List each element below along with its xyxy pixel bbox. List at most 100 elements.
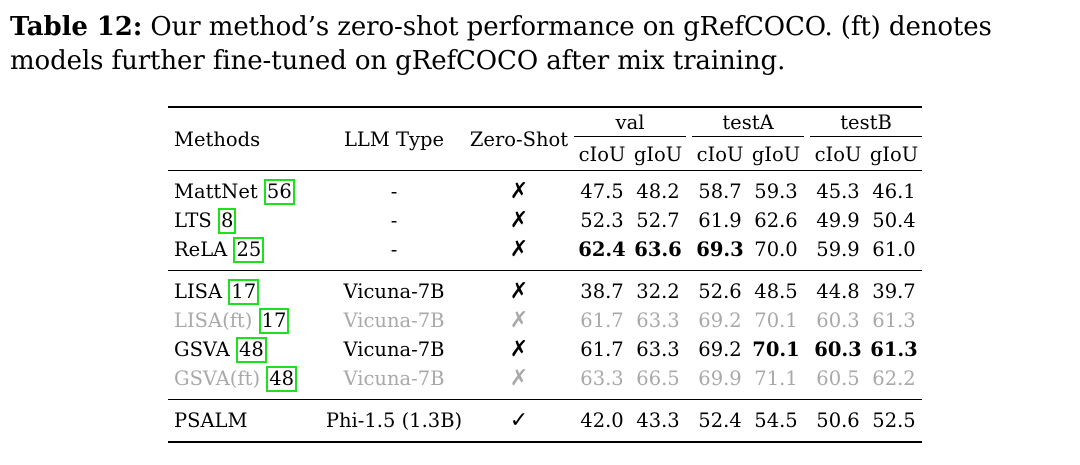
- value-cell: 60.3: [816, 309, 860, 332]
- value-cell: 71.1: [754, 367, 798, 390]
- table-row: PSALM Phi-1.5 (1.3B) ✓ 42.0 43.3 52.4 54…: [168, 406, 922, 435]
- value-cell: 52.7: [636, 209, 680, 232]
- llm-cell: Vicuna-7B: [343, 309, 445, 332]
- value-cell: 52.4: [698, 409, 742, 432]
- table-row: LTS 8 - ✗ 52.3 52.7 61.9 62.6 49.9 50.4: [168, 206, 922, 235]
- header-group-testa: testA: [686, 108, 804, 139]
- citation-link[interactable]: 25: [233, 236, 265, 263]
- table-row: LISA(ft) 17 Vicuna-7B ✗ 61.7 63.3 69.2 7…: [168, 306, 922, 335]
- value-cell: 70.1: [754, 309, 798, 332]
- value-cell: 69.9: [698, 367, 742, 390]
- value-cell: 39.7: [872, 280, 916, 303]
- value-cell: 70.0: [754, 238, 798, 261]
- header-group-testb: testB: [804, 108, 922, 139]
- value-cell: 66.5: [636, 367, 680, 390]
- zero-shot-cross-icon: ✗: [509, 308, 529, 333]
- value-cell: 63.6: [634, 238, 682, 261]
- llm-cell: -: [390, 238, 398, 261]
- value-cell: 62.4: [578, 238, 626, 261]
- results-table: Methods LLM Type Zero-Shot val testA tes…: [168, 106, 922, 444]
- value-cell: 63.3: [636, 309, 680, 332]
- value-cell: 69.3: [696, 238, 744, 261]
- llm-cell: Phi-1.5 (1.3B): [325, 409, 463, 432]
- value-cell: 38.7: [580, 280, 624, 303]
- value-cell: 61.9: [698, 209, 742, 232]
- value-cell: 63.3: [580, 367, 624, 390]
- value-cell: 62.6: [754, 209, 798, 232]
- value-cell: 45.3: [816, 180, 860, 203]
- value-cell: 52.6: [698, 280, 742, 303]
- caption-label: Table 12:: [10, 12, 143, 42]
- zero-shot-cross-icon: ✗: [509, 208, 529, 233]
- value-cell: 59.3: [754, 180, 798, 203]
- value-cell: 50.4: [872, 209, 916, 232]
- llm-cell: Vicuna-7B: [343, 367, 445, 390]
- header-group-val: val: [574, 108, 686, 139]
- value-cell: 69.2: [698, 338, 742, 361]
- zero-shot-cross-icon: ✗: [509, 337, 529, 362]
- value-cell: 49.9: [816, 209, 860, 232]
- value-cell: 60.5: [816, 367, 860, 390]
- zero-shot-cross-icon: ✗: [509, 279, 529, 304]
- method-cell: LISA(ft) 17: [168, 306, 324, 335]
- value-cell: 70.1: [752, 338, 800, 361]
- value-cell: 61.3: [872, 309, 916, 332]
- table-row: GSVA(ft) 48 Vicuna-7B ✗ 63.3 66.5 69.9 7…: [168, 364, 922, 393]
- value-cell: 44.8: [816, 280, 860, 303]
- header-zero-shot: Zero-Shot: [469, 127, 569, 151]
- table-row: MattNet 56 - ✗ 47.5 48.2 58.7 59.3 45.3 …: [168, 177, 922, 206]
- citation-link[interactable]: 56: [263, 178, 295, 205]
- header-metric: cIoU: [814, 143, 862, 166]
- value-cell: 59.9: [816, 238, 860, 261]
- header-row-2: cIoU gIoU cIoU gIoU cIoU gIoU: [168, 139, 922, 171]
- value-cell: 58.7: [698, 180, 742, 203]
- value-cell: 61.7: [580, 338, 624, 361]
- table-caption: Table 12: Our method’s zero-shot perform…: [10, 10, 1072, 78]
- method-cell: LTS 8: [168, 206, 324, 235]
- citation-link[interactable]: 48: [235, 336, 267, 363]
- value-cell: 60.3: [814, 338, 862, 361]
- value-cell: 61.3: [870, 338, 918, 361]
- method-cell: LISA 17: [168, 277, 324, 306]
- header-row-1: Methods LLM Type Zero-Shot val testA tes…: [168, 108, 922, 151]
- value-cell: 46.1: [872, 180, 916, 203]
- zero-shot-cross-icon: ✗: [509, 179, 529, 204]
- table-row: LISA 17 Vicuna-7B ✗ 38.7 32.2 52.6 48.5 …: [168, 277, 922, 306]
- value-cell: 63.3: [636, 338, 680, 361]
- value-cell: 48.2: [636, 180, 680, 203]
- method-cell: GSVA(ft) 48: [168, 364, 324, 393]
- citation-link[interactable]: 17: [258, 307, 290, 334]
- zero-shot-cross-icon: ✗: [509, 366, 529, 391]
- zero-shot-check-icon: ✓: [509, 408, 529, 433]
- header-metric: gIoU: [869, 143, 919, 166]
- citation-link[interactable]: 17: [228, 278, 260, 305]
- caption-text: Our method’s zero-shot performance on gR…: [10, 12, 992, 76]
- value-cell: 50.6: [816, 409, 860, 432]
- llm-cell: Vicuna-7B: [343, 338, 445, 361]
- value-cell: 43.3: [636, 409, 680, 432]
- header-metric: cIoU: [578, 143, 626, 166]
- value-cell: 42.0: [580, 409, 624, 432]
- method-cell: ReLA 25: [168, 235, 324, 264]
- header-llm-type: LLM Type: [343, 127, 445, 151]
- method-cell: MattNet 56: [168, 177, 324, 206]
- value-cell: 52.3: [580, 209, 624, 232]
- llm-cell: Vicuna-7B: [343, 280, 445, 303]
- value-cell: 47.5: [580, 180, 624, 203]
- method-cell: PSALM: [174, 409, 248, 432]
- value-cell: 48.5: [754, 280, 798, 303]
- citation-link[interactable]: 48: [266, 365, 298, 392]
- value-cell: 52.5: [872, 409, 916, 432]
- citation-link[interactable]: 8: [217, 207, 237, 234]
- header-metric: gIoU: [751, 143, 801, 166]
- table-row: ReLA 25 - ✗ 62.4 63.6 69.3 70.0 59.9 61.…: [168, 235, 922, 264]
- llm-cell: -: [390, 180, 398, 203]
- value-cell: 61.7: [580, 309, 624, 332]
- value-cell: 62.2: [872, 367, 916, 390]
- value-cell: 54.5: [754, 409, 798, 432]
- zero-shot-cross-icon: ✗: [509, 237, 529, 262]
- header-metric: gIoU: [633, 143, 683, 166]
- table-row: GSVA 48 Vicuna-7B ✗ 61.7 63.3 69.2 70.1 …: [168, 335, 922, 364]
- value-cell: 69.2: [698, 309, 742, 332]
- header-methods: Methods: [174, 127, 261, 151]
